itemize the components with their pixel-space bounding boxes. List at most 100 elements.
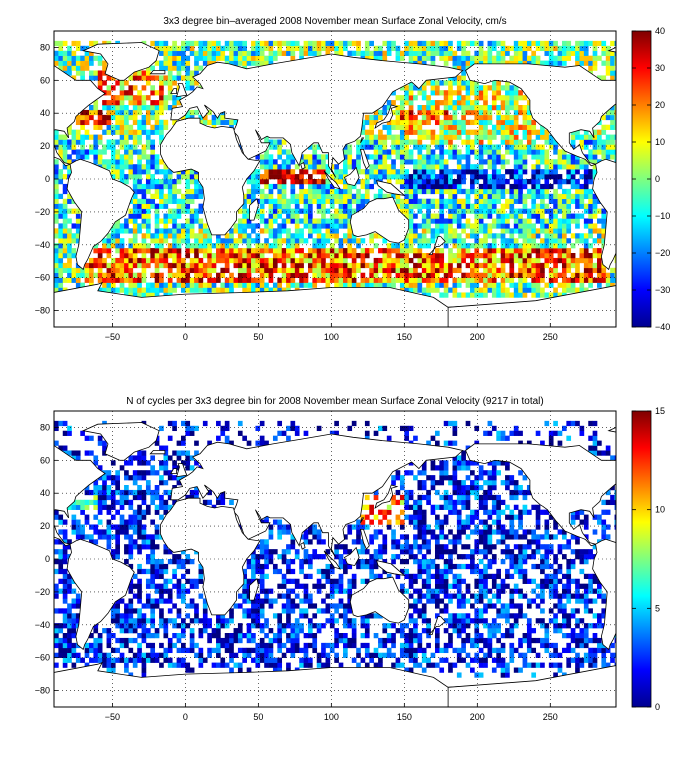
heatmap-cell <box>220 287 226 293</box>
heatmap-cell <box>137 105 142 111</box>
heatmap-cell <box>62 568 68 575</box>
heatmap-cell <box>579 193 585 200</box>
heatmap-cell <box>351 233 357 239</box>
heatmap-cell <box>426 95 431 101</box>
heatmap-cell <box>452 277 458 283</box>
heatmap-cell <box>408 129 414 135</box>
heatmap-cell <box>84 662 90 668</box>
heatmap-cell <box>329 188 335 195</box>
heatmap-cell <box>176 563 182 570</box>
heatmap-cell <box>461 203 466 209</box>
heatmap-cell <box>124 109 129 116</box>
heatmap-cell <box>137 657 142 663</box>
heatmap-cell <box>491 144 497 150</box>
heatmap-cell <box>150 608 156 614</box>
heatmap-cell <box>356 282 361 288</box>
heatmap-cell <box>316 188 322 195</box>
heatmap-cell <box>526 55 532 61</box>
heatmap-cell <box>132 623 138 629</box>
heatmap-cell <box>237 50 243 56</box>
heatmap-cell <box>110 262 116 269</box>
heatmap-cell <box>75 228 81 234</box>
heatmap-cell <box>176 588 182 594</box>
heatmap-cell <box>163 193 169 200</box>
heatmap-cell <box>399 105 405 111</box>
heatmap-cell <box>364 262 370 269</box>
heatmap-cell <box>544 218 550 224</box>
heatmap-cell <box>509 272 515 278</box>
heatmap-cell <box>399 253 405 259</box>
heatmap-cell <box>408 267 414 274</box>
heatmap-cell <box>561 277 567 283</box>
heatmap-cell <box>259 637 265 644</box>
heatmap-cell <box>307 213 313 219</box>
heatmap-cell <box>202 657 208 663</box>
heatmap-cell <box>71 65 77 71</box>
heatmap-cell <box>159 65 164 71</box>
heatmap-cell <box>430 174 436 180</box>
heatmap-cell <box>579 144 585 150</box>
heatmap-cell <box>159 80 164 86</box>
heatmap-cell <box>312 179 318 185</box>
heatmap-cell <box>268 223 274 229</box>
heatmap-cell <box>404 198 410 204</box>
heatmap-cell <box>259 45 265 52</box>
heatmap-cell <box>106 243 112 249</box>
heatmap-cell <box>522 257 528 264</box>
heatmap-cell <box>110 174 116 180</box>
heatmap-cell <box>290 154 296 160</box>
heatmap-cell <box>290 633 296 639</box>
heatmap-cell <box>548 60 554 66</box>
heatmap-cell <box>522 119 528 126</box>
heatmap-cell <box>509 169 515 175</box>
heatmap-cell <box>141 662 147 668</box>
heatmap-cell <box>124 499 129 506</box>
heatmap-cell <box>343 40 348 47</box>
heatmap-cell <box>216 623 221 629</box>
heatmap-cell <box>67 139 72 145</box>
heatmap-cell <box>343 149 348 155</box>
heatmap-cell <box>299 193 304 200</box>
heatmap-cell <box>544 154 550 160</box>
heatmap-cell <box>216 248 221 254</box>
heatmap-cell <box>102 164 107 170</box>
heatmap-cell <box>198 262 204 269</box>
heatmap-cell <box>373 174 379 180</box>
heatmap-cell <box>378 154 383 160</box>
heatmap-cell <box>404 243 410 249</box>
heatmap-cell <box>110 164 116 170</box>
heatmap-cell <box>115 262 120 269</box>
heatmap-cell <box>434 262 440 269</box>
land-polygon <box>359 148 370 170</box>
heatmap-cell <box>93 248 99 254</box>
heatmap-cell <box>483 100 488 106</box>
heatmap-cell <box>491 282 497 288</box>
heatmap-cell <box>461 164 466 170</box>
heatmap-cell <box>268 637 274 644</box>
heatmap-cell <box>566 193 572 200</box>
heatmap-cell <box>264 55 269 61</box>
heatmap-cell <box>259 174 265 180</box>
heatmap-cell <box>421 174 427 180</box>
heatmap-cell <box>75 70 81 76</box>
heatmap-cell <box>378 45 383 52</box>
heatmap-cell <box>526 262 532 269</box>
heatmap-cell <box>89 144 94 150</box>
heatmap-cell <box>128 534 134 540</box>
heatmap-cell <box>268 243 274 249</box>
heatmap-cell <box>334 253 339 259</box>
heatmap-cell <box>561 154 567 160</box>
heatmap-cell <box>141 198 147 204</box>
heatmap-cell <box>159 573 164 580</box>
heatmap-cell <box>75 154 81 160</box>
heatmap-cell <box>583 203 589 209</box>
heatmap-cell <box>128 154 134 160</box>
heatmap-cell <box>141 243 147 249</box>
heatmap-cell <box>408 80 414 86</box>
heatmap-cell <box>277 164 283 170</box>
heatmap-cell <box>181 272 186 278</box>
heatmap-cell <box>535 169 541 175</box>
heatmap-cell <box>181 583 186 589</box>
heatmap-cell <box>338 208 344 214</box>
heatmap-cell <box>172 233 177 239</box>
